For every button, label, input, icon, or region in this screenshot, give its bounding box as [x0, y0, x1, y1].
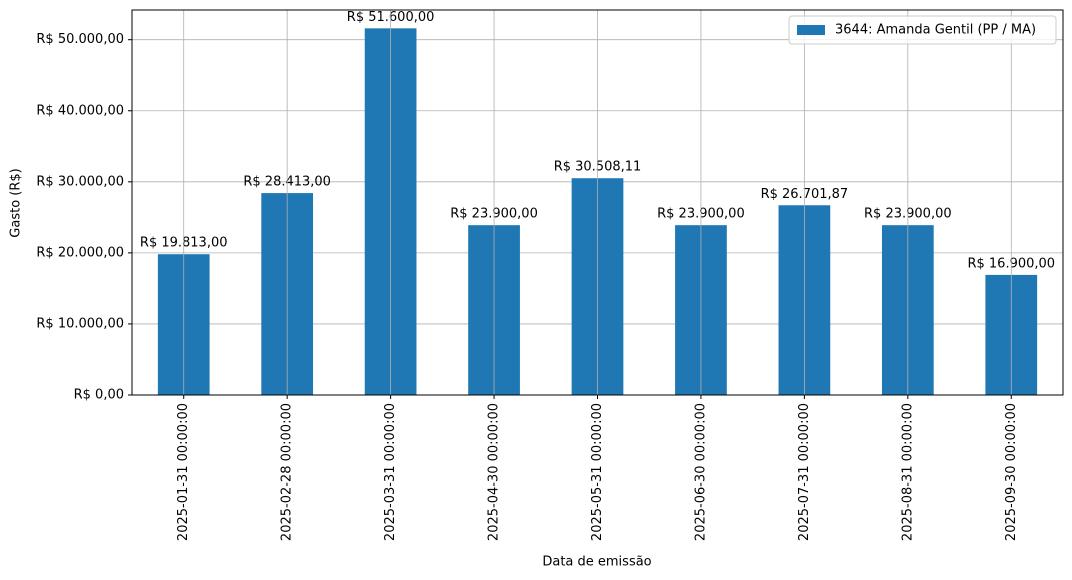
x-tick-label: 2025-01-31 00:00:00 — [176, 403, 191, 541]
x-tick-label: 2025-09-30 00:00:00 — [1004, 403, 1019, 541]
legend-label: 3644: Amanda Gentil (PP / MA) — [835, 23, 1036, 38]
x-tick-label: 2025-08-31 00:00:00 — [900, 403, 915, 541]
x-tick-label: 2025-04-30 00:00:00 — [487, 403, 502, 541]
plot-frame — [131, 9, 1064, 396]
x-tick-label: 2025-07-31 00:00:00 — [797, 403, 812, 541]
y-tick-label: R$ 0,00 — [74, 388, 124, 403]
x-tick-label: 2025-05-31 00:00:00 — [590, 403, 605, 541]
y-tick-label: R$ 40.000,00 — [36, 103, 124, 118]
legend-box — [788, 15, 1057, 45]
y-tick-label: R$ 50.000,00 — [36, 32, 124, 47]
legend-swatch — [797, 25, 825, 35]
x-axis-label: Data de emissão — [542, 555, 651, 570]
x-tick-label: 2025-03-31 00:00:00 — [383, 403, 398, 541]
y-axis-label: Gasto (R$) — [9, 168, 24, 237]
y-tick-label: R$ 30.000,00 — [36, 174, 124, 189]
x-tick-label: 2025-06-30 00:00:00 — [693, 403, 708, 541]
x-tick-label: 2025-02-28 00:00:00 — [280, 403, 295, 541]
y-tick-label: R$ 10.000,00 — [36, 316, 124, 331]
y-tick-label: R$ 20.000,00 — [36, 245, 124, 260]
